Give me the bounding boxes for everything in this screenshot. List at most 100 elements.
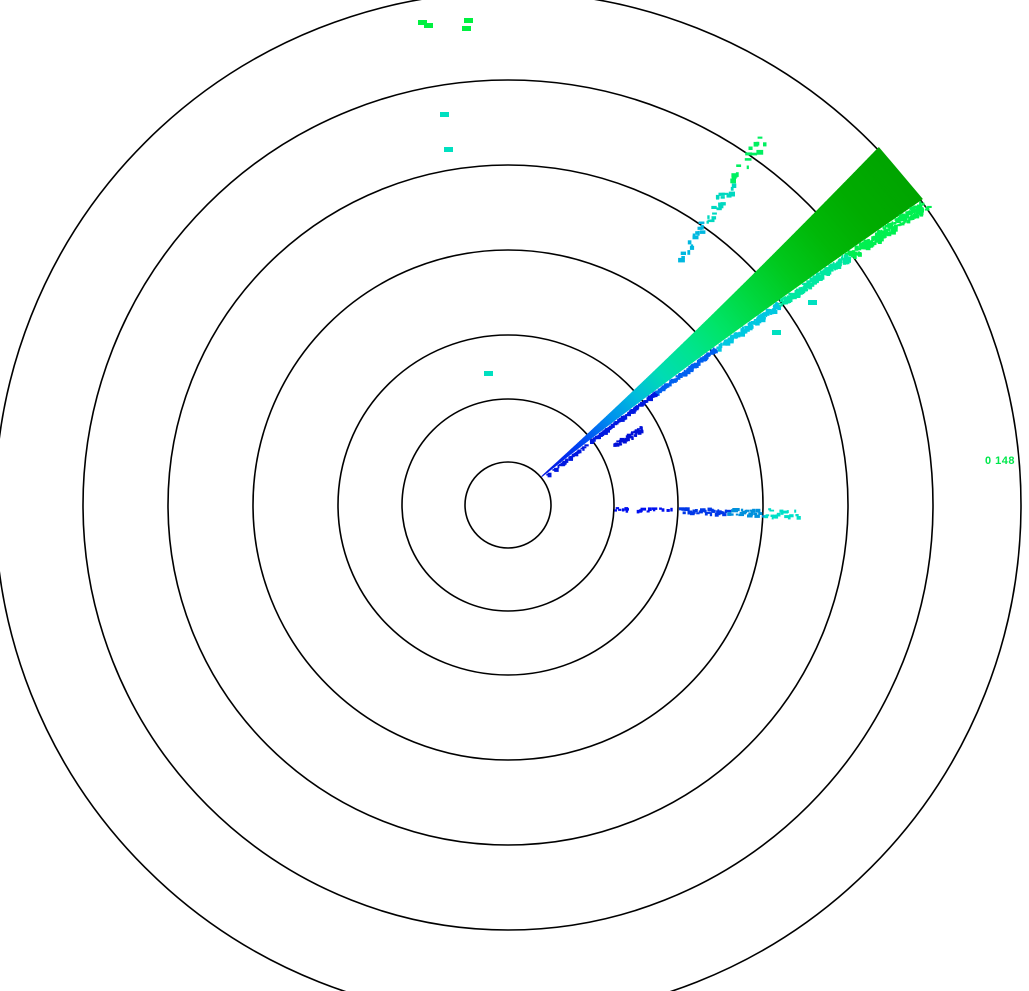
echo-pixel (696, 359, 700, 363)
echo-pixel (784, 515, 790, 519)
echo-pixel (771, 515, 774, 520)
beam-range-gate (750, 275, 776, 305)
echo-pixel (728, 513, 734, 516)
beam-range-gate (776, 249, 806, 283)
echo-pixel (650, 394, 653, 399)
echo-pixel (888, 226, 891, 232)
echo-pixel (788, 293, 792, 296)
beam-range-gate (852, 171, 895, 221)
echo-pixel (748, 146, 753, 150)
echo-pixel (748, 512, 754, 516)
echo-speckle (462, 26, 471, 31)
echo-pixel (866, 240, 871, 246)
echo-pixel (893, 222, 897, 225)
beam-range-gate (663, 359, 678, 376)
echo-pixel (863, 244, 867, 248)
echo-pixel (627, 412, 630, 416)
echo-pixel (808, 282, 812, 286)
beam-range-gate (665, 358, 680, 375)
beam-range-gate (773, 252, 802, 286)
echo-pixel (704, 357, 709, 360)
beam-range-gate (757, 267, 784, 299)
echo-pixel (736, 334, 741, 338)
echo-pixel (819, 278, 823, 281)
echo-pixel (626, 435, 630, 440)
echo-pixel (717, 509, 720, 513)
echo-pixel (921, 202, 925, 206)
echo-pixel (664, 383, 669, 386)
echo-pixel (887, 225, 891, 229)
echo-pixel (731, 509, 734, 513)
echo-pixel (899, 221, 902, 224)
echo-pixel (606, 427, 610, 431)
beam-range-gate (559, 457, 564, 462)
echo-pixel (745, 327, 750, 332)
echo-pixel (713, 350, 718, 354)
echo-pixel (884, 232, 888, 235)
echo-pixel (706, 511, 711, 514)
beam-range-gate (818, 207, 854, 249)
echo-pixel (707, 215, 710, 219)
beam-range-gate (741, 283, 766, 312)
echo-pixel (832, 262, 835, 267)
echo-pixel (842, 261, 846, 265)
echo-pixel (740, 332, 745, 337)
echo-pixel (830, 269, 834, 272)
beam-range-gate (580, 438, 587, 445)
beam-range-gate (734, 291, 758, 318)
beam-range-gate (862, 161, 907, 213)
echo-pixel (915, 212, 919, 216)
echo-pixel (691, 511, 696, 514)
beam-range-gate (592, 427, 600, 435)
beam-range-gate (795, 230, 828, 268)
echo-pixel (639, 403, 643, 407)
beam-range-gate (619, 402, 629, 413)
echo-pixel (747, 514, 753, 518)
echo-pixel (715, 194, 720, 199)
echo-pixel (716, 207, 722, 211)
echo-pixel (880, 235, 883, 239)
beam-range-gate (759, 266, 786, 297)
echo-pixel (580, 447, 583, 450)
beam-range-gate (657, 365, 672, 381)
beam-range-gate (554, 462, 559, 466)
echo-pixel (711, 205, 717, 209)
echo-pixel (761, 313, 764, 318)
isolated-echo-speckles (418, 18, 817, 376)
beam-range-gate (672, 351, 688, 368)
beam-range-gate (712, 312, 733, 336)
beam-range-gate (647, 375, 660, 389)
beam-range-gate (747, 278, 772, 307)
echo-pixel (721, 192, 729, 195)
echo-pixel (626, 508, 629, 511)
beam-range-gate (560, 456, 565, 461)
beam-range-gate (641, 380, 653, 394)
echo-pixel (865, 246, 871, 251)
echo-pixel (680, 373, 683, 378)
echo-pixel (890, 223, 893, 226)
echo-pixel (844, 259, 849, 263)
echo-pixel (786, 300, 792, 303)
echo-pixel (786, 510, 789, 514)
echo-pixel (590, 439, 595, 442)
beam-range-gate (789, 236, 821, 273)
echo-pixel (855, 253, 859, 256)
echo-pixel (780, 298, 783, 301)
echo-pixel (659, 388, 662, 392)
echo-pixel (731, 173, 738, 178)
echo-pixel (917, 207, 922, 211)
beam-range-gate (722, 302, 744, 327)
beam-range-gate (572, 445, 578, 451)
echo-pixel (911, 209, 917, 213)
echo-pixel (718, 192, 725, 196)
beam-range-gate (684, 339, 701, 359)
beam-range-gate (855, 168, 898, 219)
echo-pixel (765, 314, 768, 318)
beam-range-gate (803, 221, 838, 261)
beam-range-gate (851, 173, 893, 222)
echo-pixel (784, 298, 789, 301)
echo-pixel (741, 330, 746, 333)
echo-pixel (659, 507, 662, 510)
echo-pixel (704, 354, 709, 357)
echo-pixel (619, 437, 625, 442)
